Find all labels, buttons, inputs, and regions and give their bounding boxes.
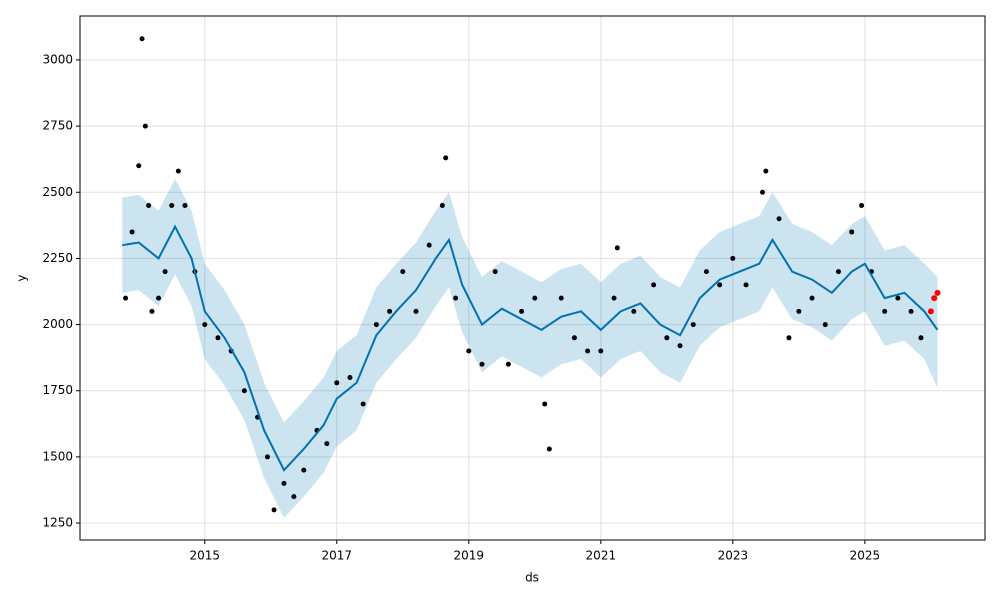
observed-point bbox=[479, 361, 485, 367]
x-tick-label: 2019 bbox=[454, 549, 485, 563]
observed-point bbox=[542, 401, 548, 407]
observed-point bbox=[347, 375, 353, 381]
observed-point bbox=[690, 322, 696, 328]
observed-point bbox=[776, 216, 782, 222]
observed-point bbox=[324, 441, 330, 447]
y-tick-label: 1750 bbox=[42, 383, 73, 397]
observed-point bbox=[271, 507, 277, 513]
observed-point bbox=[182, 202, 188, 208]
y-tick-label: 3000 bbox=[42, 52, 73, 66]
observed-point bbox=[585, 348, 591, 354]
x-tick-label: 2023 bbox=[718, 549, 749, 563]
observed-point bbox=[519, 308, 525, 314]
axes-frame bbox=[79, 15, 986, 541]
observed-point bbox=[413, 308, 419, 314]
y-tick-label: 1250 bbox=[42, 516, 73, 530]
y-tick-label: 2500 bbox=[42, 185, 73, 199]
forecast-line bbox=[122, 224, 939, 472]
observed-point bbox=[453, 295, 459, 301]
observed-point bbox=[763, 168, 769, 174]
recent-point bbox=[931, 295, 938, 302]
observed-point bbox=[703, 269, 709, 275]
observed-point bbox=[175, 168, 181, 174]
observed-point bbox=[291, 494, 297, 500]
observed-point bbox=[492, 269, 498, 275]
observed-point bbox=[142, 123, 148, 129]
plot-area bbox=[80, 16, 985, 540]
x-tick-label: 2017 bbox=[322, 549, 353, 563]
observed-point bbox=[918, 335, 924, 341]
observed-point bbox=[443, 155, 449, 161]
observed-point bbox=[156, 295, 162, 301]
observed-point bbox=[129, 229, 135, 235]
observed-point bbox=[598, 348, 604, 354]
observed-point bbox=[169, 202, 175, 208]
observed-point bbox=[664, 335, 670, 341]
x-tick-label: 2021 bbox=[586, 549, 617, 563]
observed-point bbox=[162, 269, 168, 275]
observed-point bbox=[301, 467, 307, 473]
observed-point bbox=[400, 269, 406, 275]
observed-point bbox=[631, 308, 637, 314]
observed-point bbox=[614, 245, 620, 251]
observed-point bbox=[743, 282, 749, 288]
observed-point bbox=[796, 308, 802, 314]
observed-point bbox=[123, 295, 129, 301]
observed-point bbox=[571, 335, 577, 341]
x-tick-label: 2025 bbox=[850, 549, 881, 563]
uncertainty-band bbox=[122, 179, 938, 518]
observed-point bbox=[786, 335, 792, 341]
observed-point bbox=[202, 322, 208, 328]
observed-point bbox=[426, 242, 432, 248]
observed-point bbox=[360, 401, 366, 407]
observed-point bbox=[439, 202, 445, 208]
observed-point bbox=[546, 446, 552, 452]
recent-point bbox=[934, 289, 941, 296]
observed-point bbox=[835, 269, 841, 275]
observed-point bbox=[373, 322, 379, 328]
observed-point bbox=[241, 388, 247, 394]
observed-point bbox=[139, 36, 145, 42]
observed-point bbox=[822, 322, 828, 328]
observed-point bbox=[882, 308, 888, 314]
observed-point bbox=[334, 380, 340, 386]
observed-point bbox=[849, 229, 855, 235]
observed-point bbox=[466, 348, 472, 354]
observed-point bbox=[281, 480, 287, 486]
observed-point bbox=[387, 308, 393, 314]
x-axis-label: ds bbox=[525, 571, 539, 585]
y-tick-label: 2000 bbox=[42, 317, 73, 331]
observed-point bbox=[558, 295, 564, 301]
y-tick-label: 2250 bbox=[42, 251, 73, 265]
x-tick-label: 2015 bbox=[189, 549, 220, 563]
observed-point bbox=[760, 189, 766, 195]
observed-point bbox=[264, 454, 270, 460]
y-tick-label: 2750 bbox=[42, 119, 73, 133]
observed-point bbox=[677, 343, 683, 349]
observed-point bbox=[895, 295, 901, 301]
observed-point bbox=[149, 308, 155, 314]
observed-point bbox=[730, 255, 736, 261]
observed-point bbox=[215, 335, 221, 341]
observed-point bbox=[717, 282, 723, 288]
recent-point bbox=[927, 308, 934, 315]
observed-point bbox=[809, 295, 815, 301]
observed-point bbox=[908, 308, 914, 314]
observed-point bbox=[651, 282, 657, 288]
observed-point bbox=[505, 361, 511, 367]
observed-point bbox=[146, 202, 152, 208]
observed-point bbox=[136, 163, 142, 169]
y-axis-label: y bbox=[15, 274, 29, 281]
observed-point bbox=[859, 202, 865, 208]
y-tick-label: 1500 bbox=[42, 449, 73, 463]
observed-point bbox=[611, 295, 617, 301]
observed-point bbox=[532, 295, 538, 301]
